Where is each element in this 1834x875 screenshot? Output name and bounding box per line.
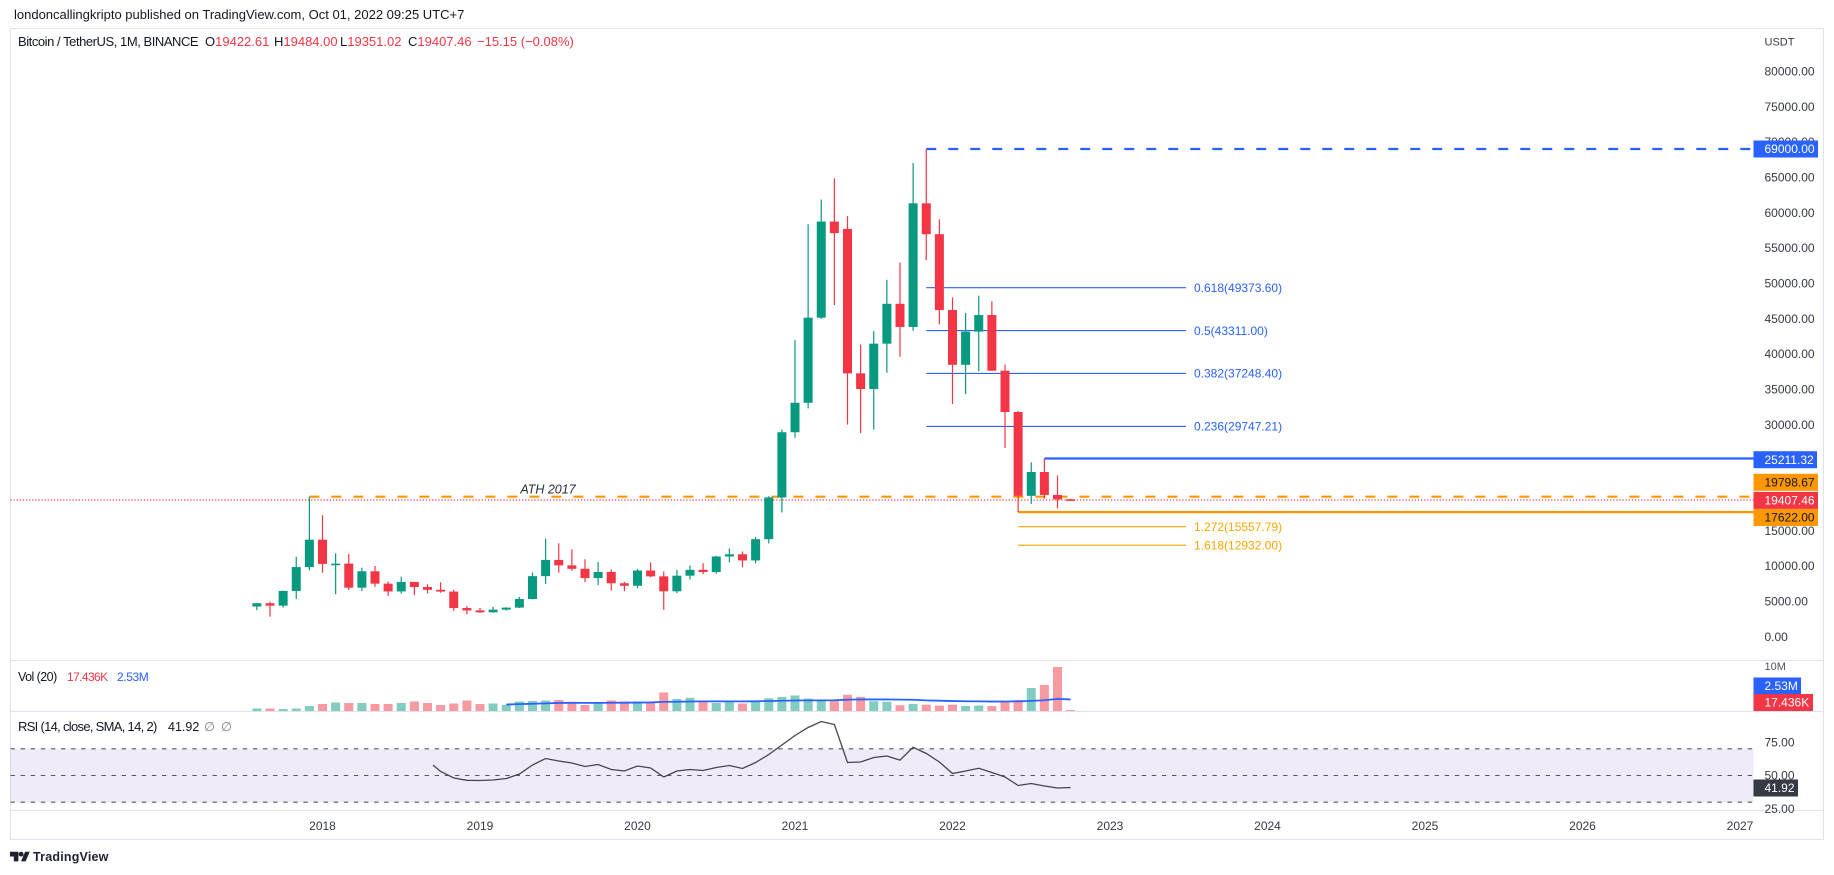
svg-text:1.272(15557.79): 1.272(15557.79) (1194, 520, 1282, 534)
svg-text:∅: ∅ (221, 720, 232, 734)
svg-text:45000.00: 45000.00 (1765, 312, 1815, 326)
svg-text:2022: 2022 (939, 819, 966, 833)
svg-text:Vol (20): Vol (20) (18, 670, 57, 684)
svg-text:69000.00: 69000.00 (1765, 142, 1815, 156)
svg-text:ATH 2017: ATH 2017 (519, 483, 576, 497)
svg-text:2021: 2021 (782, 819, 809, 833)
svg-text:USDT: USDT (1765, 37, 1795, 49)
svg-text:−15.15 (−0.08%): −15.15 (−0.08%) (477, 34, 574, 49)
svg-text:0.382(37248.40): 0.382(37248.40) (1194, 367, 1282, 381)
svg-text:65000.00: 65000.00 (1765, 171, 1815, 185)
svg-text:10000.00: 10000.00 (1765, 559, 1815, 573)
svg-text:londoncallingkripto published: londoncallingkripto published on Trading… (14, 7, 464, 22)
svg-text:41.92: 41.92 (1765, 781, 1795, 795)
svg-text:17.436K: 17.436K (1765, 696, 1810, 710)
svg-text:35000.00: 35000.00 (1765, 383, 1815, 397)
svg-text:0.618(49373.60): 0.618(49373.60) (1194, 281, 1282, 295)
svg-text:C19407.46: C19407.46 (408, 34, 472, 49)
svg-text:2.53M: 2.53M (1765, 679, 1798, 693)
svg-text:30000.00: 30000.00 (1765, 418, 1815, 432)
svg-text:2023: 2023 (1097, 819, 1124, 833)
svg-text:2020: 2020 (624, 819, 651, 833)
svg-text:25.00: 25.00 (1765, 802, 1795, 816)
svg-text:17622.00: 17622.00 (1765, 511, 1815, 525)
svg-text:5000.00: 5000.00 (1765, 595, 1809, 609)
svg-text:TradingView: TradingView (33, 850, 109, 864)
svg-text:19798.67: 19798.67 (1765, 476, 1815, 490)
svg-text:0.00: 0.00 (1765, 630, 1789, 644)
svg-text:40000.00: 40000.00 (1765, 347, 1815, 361)
svg-text:O19422.61: O19422.61 (205, 34, 269, 49)
svg-text:RSI (14, close, SMA, 14, 2): RSI (14, close, SMA, 14, 2) (18, 719, 157, 734)
svg-text:19407.46: 19407.46 (1765, 494, 1815, 508)
svg-text:80000.00: 80000.00 (1765, 65, 1815, 79)
svg-text:10M: 10M (1765, 661, 1786, 673)
svg-text:∅: ∅ (204, 720, 215, 734)
svg-text:2.53M: 2.53M (117, 670, 149, 684)
svg-text:2024: 2024 (1254, 819, 1281, 833)
svg-text:2026: 2026 (1569, 819, 1596, 833)
svg-text:50.00: 50.00 (1765, 769, 1795, 783)
svg-text:15000.00: 15000.00 (1765, 524, 1815, 538)
svg-text:0.236(29747.21): 0.236(29747.21) (1194, 420, 1282, 434)
svg-text:L19351.02: L19351.02 (340, 34, 401, 49)
svg-text:60000.00: 60000.00 (1765, 206, 1815, 220)
svg-text:1.618(12932.00): 1.618(12932.00) (1194, 539, 1282, 553)
svg-text:75000.00: 75000.00 (1765, 100, 1815, 114)
svg-text:2025: 2025 (1412, 819, 1439, 833)
svg-text:2018: 2018 (309, 819, 336, 833)
svg-text:75.00: 75.00 (1765, 735, 1795, 749)
svg-text:41.92: 41.92 (168, 720, 199, 734)
svg-text:2027: 2027 (1727, 819, 1754, 833)
svg-text:0.5(43311.00): 0.5(43311.00) (1194, 324, 1268, 338)
svg-text:50000.00: 50000.00 (1765, 277, 1815, 291)
svg-text:55000.00: 55000.00 (1765, 241, 1815, 255)
svg-text:Bitcoin / TetherUS, 1M, BINANC: Bitcoin / TetherUS, 1M, BINANCE (18, 34, 199, 49)
svg-text:2019: 2019 (467, 819, 494, 833)
svg-text:H19484.00: H19484.00 (274, 34, 338, 49)
svg-text:17.436K: 17.436K (67, 670, 108, 684)
svg-text:25211.32: 25211.32 (1765, 453, 1814, 467)
